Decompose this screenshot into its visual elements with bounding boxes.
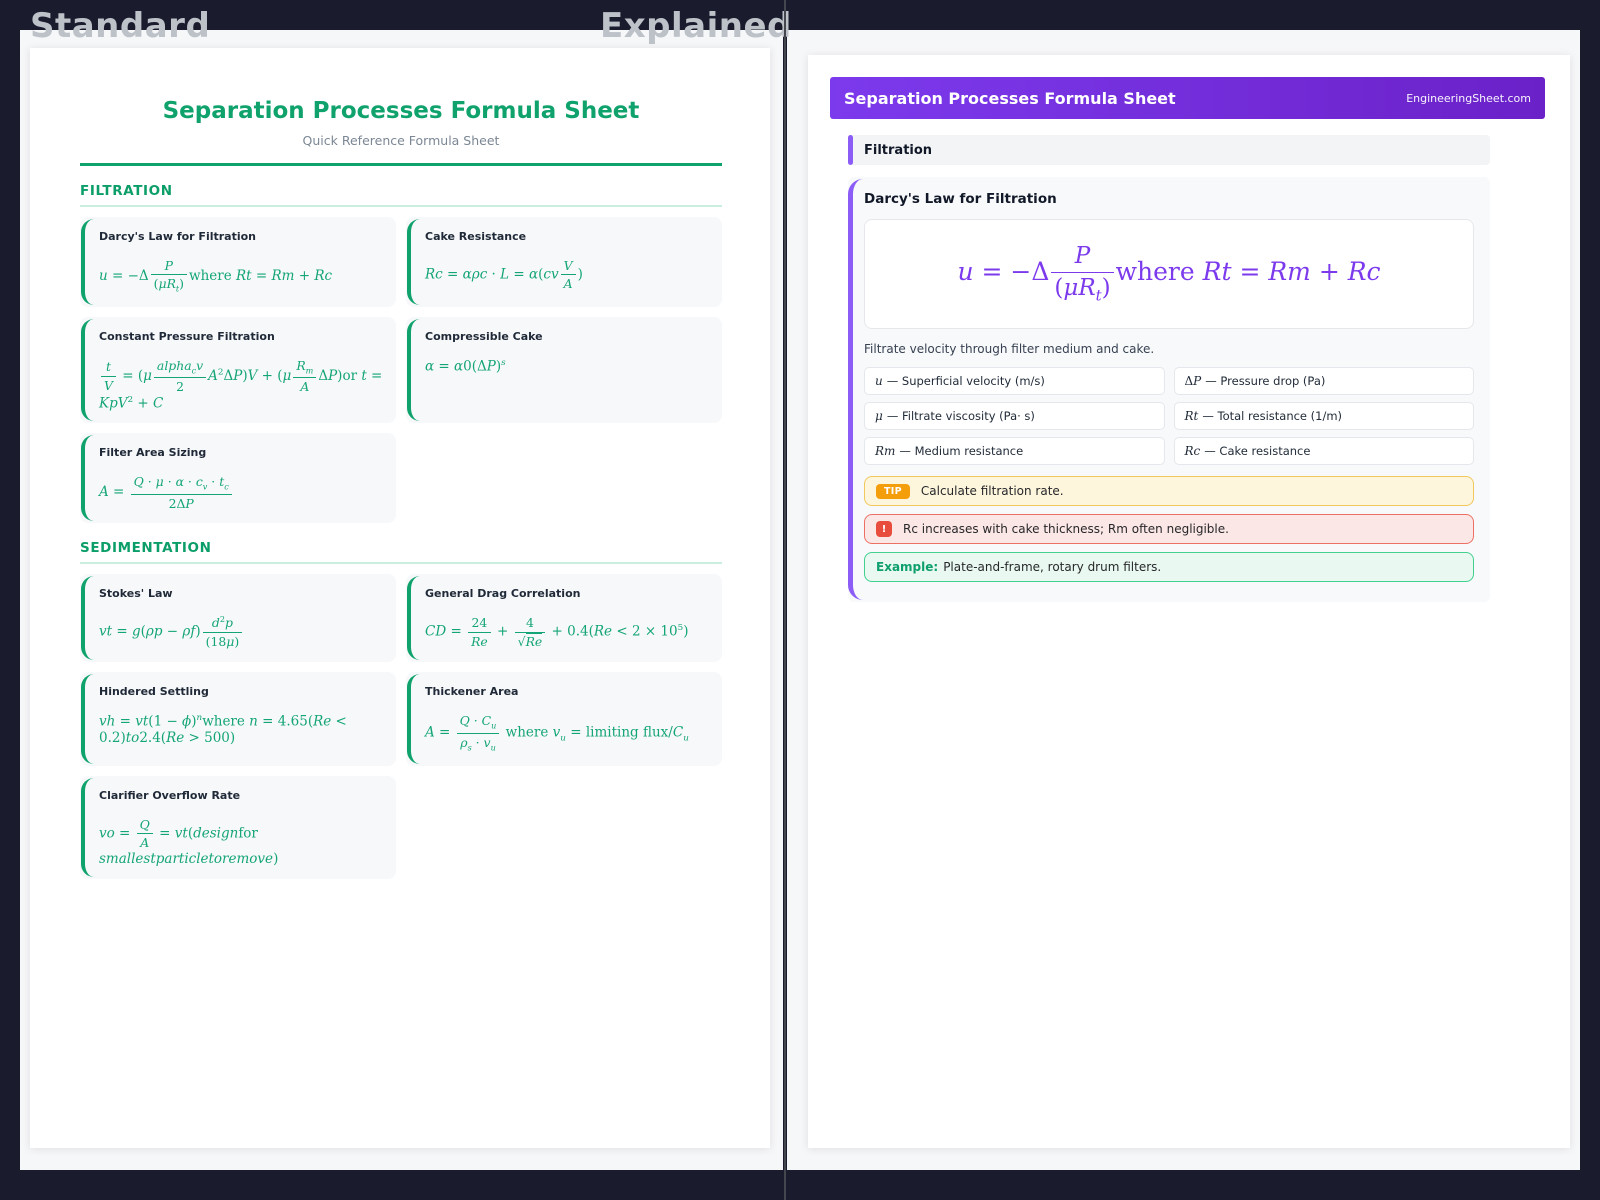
standard-panel: Separation Processes Formula Sheet Quick… — [20, 30, 783, 1170]
warning-note: ! Rc increases with cake thickness; Rm o… — [864, 514, 1474, 544]
variable-definition: Rc — Cake resistance — [1173, 437, 1474, 465]
warning-icon: ! — [876, 521, 892, 537]
example-note: Example: Plate-and-frame, rotary drum fi… — [864, 552, 1474, 582]
sheet-header: Separation Processes Formula Sheet Engin… — [830, 77, 1545, 119]
variable-symbol: u — [875, 374, 883, 388]
formula-math: CD = 24 Re + 4 √Re + 0.4(Re < 2 × 105) — [425, 615, 689, 649]
formula-card-title: Thickener Area — [425, 685, 519, 699]
variable-description: — Cake resistance — [1204, 444, 1311, 458]
sheet-subtitle: Quick Reference Formula Sheet — [302, 132, 500, 148]
formula-math: α = α0(ΔP)s — [425, 357, 506, 375]
variable-definition: ΔP — Pressure drop (Pa) — [1173, 367, 1474, 395]
formula-math: u = −Δ P (μRt) where Rt = Rm + Rc — [957, 243, 1381, 305]
variable-definition: u — Superficial velocity (m/s) — [864, 367, 1165, 395]
section-heading: FILTRATION — [80, 183, 722, 207]
variable-definition: μ — Filtrate viscosity (Pa· s) — [864, 402, 1165, 430]
formula-card-title: Darcy's Law for Filtration — [99, 229, 257, 243]
variable-symbol: Rc — [1184, 444, 1201, 458]
formula-card-title: Filter Area Sizing — [99, 446, 207, 460]
formula-math: Rc = αρc · L = α(cv V A) — [425, 257, 583, 292]
formula-card: Darcy's Law for Filtration u = −Δ P (μRt) w… — [80, 216, 396, 307]
formula-card: Cake Resistance Rc = αρc · L = α(cv V A) — [406, 216, 722, 307]
variable-symbol: μ — [875, 409, 883, 423]
formula-card-title: General Drag Correlation — [425, 587, 581, 601]
formula-card: Stokes' Law vt = g(ρp − ρf) d2p (18μ) — [80, 574, 396, 663]
formula-math: A = Q · Cu ρs · vu where vu = limiting fl… — [425, 713, 689, 753]
variable-symbol: Rm — [875, 444, 896, 458]
formula-section: FILTRATION Darcy's Law for Filtration u … — [80, 183, 722, 524]
formula-card-title: Compressible Cake — [425, 329, 543, 343]
example-text: Plate-and-frame, rotary drum filters. — [943, 560, 1162, 574]
standard-page: Separation Processes Formula Sheet Quick… — [30, 48, 770, 1148]
explained-body: Filtration Darcy's Law for Filtration u … — [848, 135, 1490, 602]
formula-card-title: Darcy's Law for Filtration — [864, 191, 1057, 207]
section-header-filtration: Filtration — [848, 135, 1490, 165]
formula-card: Filter Area Sizing A = Q · μ · α · cv · … — [80, 433, 396, 524]
cards-grid: Stokes' Law vt = g(ρp − ρf) d2p (18μ) Gene… — [80, 574, 722, 879]
variable-symbol: ΔP — [1184, 374, 1202, 388]
formula-card: Compressible Cake α = α0(ΔP)s — [406, 316, 722, 424]
variable-description: — Total resistance (1/m) — [1202, 409, 1343, 423]
sheet-title: Separation Processes Formula Sheet — [162, 98, 640, 124]
tip-text: Calculate filtration rate. — [920, 484, 1064, 498]
warning-text: Rc increases with cake thickness; Rm oft… — [903, 522, 1229, 536]
formula-math: vh = vt(1 − ϕ)nwhere n = 4.65(Re < 0.2)t… — [99, 713, 347, 746]
panel-divider — [784, 0, 786, 1200]
tip-badge: TIP — [876, 483, 910, 499]
variable-definition: Rt — Total resistance (1/m) — [1173, 402, 1474, 430]
formula-math: u = −Δ P (μRt) where Rt = Rm + Rc — [99, 257, 333, 294]
formula-card: General Drag Correlation CD = 24 Re + 4 √R… — [406, 574, 722, 663]
variable-grid: u — Superficial velocity (m/s) ΔP — Pres… — [864, 367, 1474, 465]
explained-page: Separation Processes Formula Sheet Engin… — [808, 55, 1570, 1148]
formula-sections: FILTRATION Darcy's Law for Filtration u … — [80, 183, 722, 879]
formula-display-box: u = −Δ P (μRt) where Rt = Rm + Rc — [864, 219, 1474, 329]
variable-description: — Pressure drop (Pa) — [1205, 374, 1326, 388]
formula-card-title: Cake Resistance — [425, 229, 527, 243]
section-heading: SEDIMENTATION — [80, 540, 722, 565]
standard-view-label: Standard — [30, 6, 211, 46]
formula-section: SEDIMENTATION Stokes' Law vt = g(ρp − ρf… — [80, 540, 722, 879]
explained-panel: Separation Processes Formula Sheet Engin… — [787, 30, 1580, 1170]
example-label: Example: — [876, 560, 939, 574]
formula-card-title: Constant Pressure Filtration — [99, 329, 275, 343]
formula-math: A = Q · μ · α · cv · tc 2ΔP — [99, 474, 384, 511]
formula-card: Thickener Area A = Q · Cu ρs · vu where v… — [406, 672, 722, 766]
formula-description: Filtrate velocity through filter medium … — [864, 342, 1155, 356]
variable-definition: Rm — Medium resistance — [864, 437, 1165, 465]
formula-card-darcy: Darcy's Law for Filtration u = −Δ P (μRt) w… — [848, 177, 1490, 602]
variable-description: — Superficial velocity (m/s) — [886, 374, 1045, 388]
formula-math: vt = g(ρp − ρf) d2p (18μ) — [99, 615, 384, 649]
explained-view-label: Explained — [600, 6, 792, 46]
section-label: Filtration — [864, 142, 933, 158]
variable-symbol: Rt — [1184, 409, 1199, 423]
header-title: Separation Processes Formula Sheet — [844, 88, 1176, 108]
variable-description: — Medium resistance — [899, 444, 1024, 458]
title-rule — [80, 162, 722, 166]
formula-card-title: Stokes' Law — [99, 587, 173, 601]
tip-note: TIP Calculate filtration rate. — [864, 476, 1474, 506]
header-site-name: EngineeringSheet.com — [1406, 91, 1531, 105]
formula-card-title: Clarifier Overflow Rate — [99, 788, 241, 802]
formula-card-title: Hindered Settling — [99, 685, 209, 699]
cards-grid: Darcy's Law for Filtration u = −Δ P (μRt) w… — [80, 216, 722, 524]
variable-description: — Filtrate viscosity (Pa· s) — [886, 409, 1035, 423]
formula-card: Hindered Settling vh = vt(1 − ϕ)nwhere n… — [80, 672, 396, 766]
